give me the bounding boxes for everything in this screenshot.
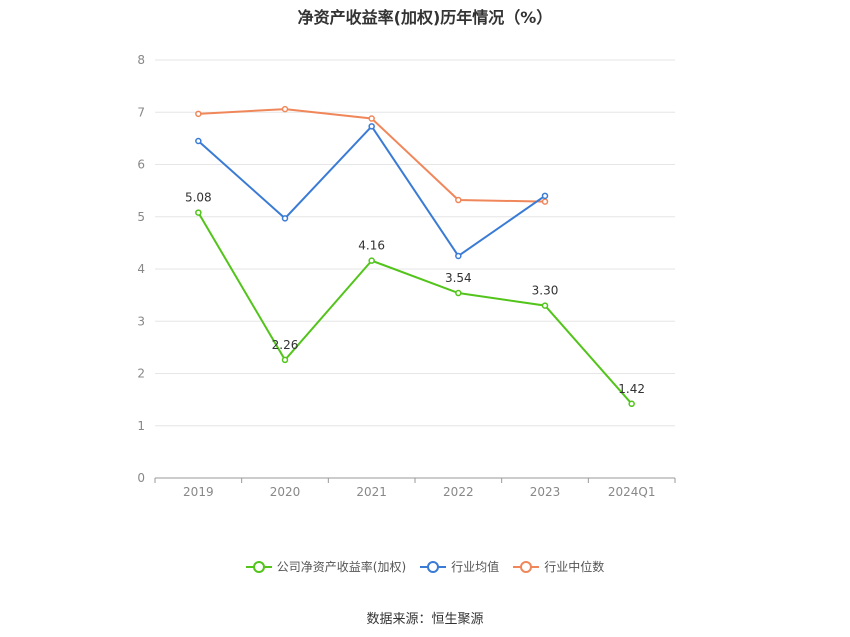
data-point: [195, 110, 202, 118]
x-tick-label: 2019: [183, 485, 214, 499]
y-tick-label: 3: [137, 314, 145, 328]
legend-label: 公司净资产收益率(加权): [276, 560, 407, 574]
data-point: [195, 137, 202, 145]
data-point: [455, 252, 462, 260]
chart-title: 净资产收益率(加权)历年情况（%）: [297, 8, 553, 27]
series-line: [197, 212, 633, 405]
legend-circle-icon: [252, 560, 265, 573]
legend-circle-icon: [427, 560, 440, 573]
x-tick-label: 2020: [270, 485, 301, 499]
y-tick-label: 6: [137, 158, 145, 172]
data-point: [368, 115, 375, 122]
x-tick-label: 2021: [356, 485, 387, 499]
legend-item[interactable]: 公司净资产收益率(加权): [245, 558, 407, 575]
legend-marker-icon: [245, 560, 272, 574]
legend-item[interactable]: 行业中位数: [513, 558, 604, 575]
series-line: [197, 124, 546, 258]
data-point: [628, 400, 635, 408]
x-tick-label: 2023: [530, 485, 561, 499]
x-tick-label: 2022: [443, 485, 474, 499]
y-tick-label: 8: [137, 53, 145, 67]
y-tick-label: 2: [137, 367, 145, 381]
legend-circle-icon: [520, 560, 533, 573]
data-point: [541, 302, 549, 309]
data-point: [281, 356, 289, 364]
data-point: [368, 123, 375, 130]
data-label: 5.08: [185, 191, 212, 205]
legend-label: 行业均值: [451, 560, 500, 574]
data-source-note: 数据来源：恒生聚源: [366, 612, 484, 627]
legend: 公司净资产收益率(加权) 行业均值 行业中位数: [0, 558, 850, 575]
data-point: [541, 198, 549, 205]
data-label: 3.30: [532, 284, 559, 298]
data-point: [281, 105, 289, 113]
data-label: 2.26: [272, 338, 299, 352]
y-tick-label: 1: [137, 419, 145, 433]
data-label: 4.16: [358, 239, 385, 253]
y-tick-label: 0: [137, 471, 145, 485]
data-label: 1.42: [618, 382, 645, 396]
x-tick-label: 2024Q1: [608, 485, 656, 499]
legend-item[interactable]: 行业均值: [420, 558, 499, 575]
data-point: [541, 192, 549, 200]
data-point: [455, 289, 462, 297]
y-tick-label: 4: [137, 262, 145, 276]
data-point: [195, 209, 202, 216]
data-point: [368, 257, 375, 264]
y-tick-label: 5: [137, 210, 145, 224]
data-point: [455, 196, 462, 204]
legend-marker-icon: [420, 560, 447, 574]
y-tick-label: 7: [137, 105, 145, 119]
legend-marker-icon: [513, 560, 540, 574]
data-label: 3.54: [445, 271, 472, 285]
legend-label: 行业中位数: [544, 560, 605, 574]
data-point: [281, 215, 289, 222]
